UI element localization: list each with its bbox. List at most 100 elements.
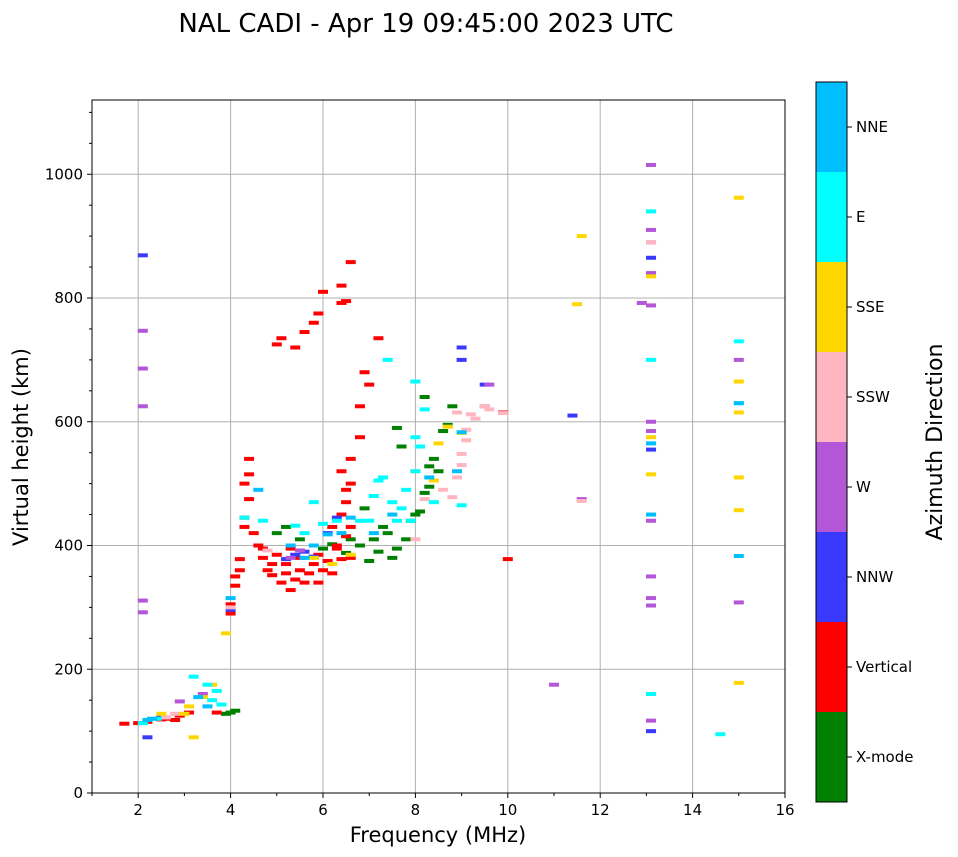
echo-point-ssw bbox=[410, 537, 421, 542]
echo-point-e bbox=[257, 518, 268, 523]
echo-point-e bbox=[715, 732, 726, 737]
echo-point-w bbox=[733, 357, 744, 362]
colorbar-label: NNW bbox=[856, 568, 893, 586]
echo-point-nne bbox=[299, 555, 310, 560]
echo-point-nne bbox=[451, 469, 462, 474]
echo-point-w bbox=[549, 682, 559, 687]
echo-point-nne bbox=[285, 543, 296, 548]
echo-point-vertical bbox=[345, 481, 356, 486]
echo-point-vertical bbox=[331, 543, 342, 548]
echo-point-e bbox=[216, 702, 227, 707]
echo-point-ssw bbox=[451, 410, 462, 415]
echo-point-vertical bbox=[244, 472, 255, 477]
echo-point-x-mode bbox=[345, 537, 356, 542]
echo-point-vertical bbox=[170, 717, 181, 722]
colorbar-label: Vertical bbox=[856, 658, 912, 676]
colorbar-segment-e bbox=[816, 172, 847, 262]
colorbar-segment-ssw bbox=[816, 352, 847, 442]
echo-point-vertical bbox=[318, 289, 328, 294]
echo-point-vertical bbox=[248, 531, 259, 536]
data-points bbox=[119, 162, 744, 740]
echo-point-vertical bbox=[354, 404, 365, 409]
echo-point-e bbox=[202, 682, 213, 687]
echo-point-nnw bbox=[331, 515, 342, 520]
y-tick-label: 1000 bbox=[45, 165, 83, 183]
echo-point-vertical bbox=[336, 469, 347, 474]
echo-point-x-mode bbox=[433, 469, 444, 474]
y-tick-label: 200 bbox=[54, 660, 83, 678]
echo-point-e bbox=[419, 407, 430, 412]
x-tick-label: 14 bbox=[683, 801, 702, 819]
echo-point-vertical bbox=[359, 370, 370, 375]
echo-point-x-mode bbox=[230, 708, 241, 713]
echo-point-e bbox=[373, 478, 384, 483]
echo-point-e bbox=[646, 209, 657, 214]
echo-point-vertical bbox=[290, 345, 301, 350]
echo-point-e bbox=[456, 503, 467, 508]
echo-point-x-mode bbox=[281, 524, 292, 529]
echo-point-w bbox=[484, 382, 495, 387]
echo-point-e bbox=[415, 444, 426, 449]
echo-point-ssw bbox=[576, 498, 587, 503]
x-tick-label: 12 bbox=[591, 801, 610, 819]
colorbar-frame bbox=[815, 81, 848, 803]
echo-point-e bbox=[646, 357, 657, 362]
echo-point-nnw bbox=[646, 447, 657, 452]
echo-point-vertical bbox=[276, 336, 287, 341]
echo-point-vertical bbox=[336, 283, 347, 288]
echo-point-ssw bbox=[447, 495, 458, 500]
echo-point-vertical bbox=[267, 573, 278, 578]
echo-point-e bbox=[382, 357, 393, 362]
echo-point-ssw bbox=[170, 711, 181, 716]
echo-point-vertical bbox=[285, 546, 296, 551]
echo-point-nne bbox=[202, 704, 213, 709]
echo-point-vertical bbox=[281, 571, 292, 576]
x-tick-label: 16 bbox=[775, 801, 794, 819]
echo-point-vertical bbox=[239, 524, 250, 529]
echo-point-vertical bbox=[345, 524, 356, 529]
echo-point-e bbox=[364, 518, 375, 523]
y-tick-label: 0 bbox=[73, 784, 83, 802]
echo-point-ssw bbox=[456, 451, 467, 456]
echo-point-nne bbox=[193, 695, 204, 700]
echo-point-e bbox=[410, 379, 421, 384]
echo-point-ssw bbox=[479, 404, 490, 409]
echo-point-x-mode bbox=[382, 531, 393, 536]
echo-point-vertical bbox=[318, 568, 328, 573]
echo-point-vertical bbox=[234, 568, 245, 573]
echo-point-ssw bbox=[461, 427, 472, 432]
echo-point-w bbox=[137, 404, 148, 409]
chart-title: NAL CADI - Apr 19 09:45:00 2023 UTC bbox=[178, 9, 673, 39]
echo-point-vertical bbox=[331, 546, 342, 551]
echo-point-e bbox=[428, 500, 439, 505]
echo-point-x-mode bbox=[318, 546, 328, 551]
echo-point-vertical bbox=[327, 524, 338, 529]
echo-point-x-mode bbox=[419, 395, 430, 399]
echo-point-x-mode bbox=[415, 509, 426, 514]
echo-point-w bbox=[197, 692, 208, 696]
echo-point-x-mode bbox=[368, 537, 379, 542]
grid bbox=[92, 100, 785, 793]
echo-point-vertical bbox=[225, 611, 236, 616]
echo-point-ssw bbox=[484, 407, 495, 412]
colorbar-segment-sse bbox=[816, 262, 847, 352]
echo-point-w bbox=[174, 699, 185, 704]
echo-point-x-mode bbox=[364, 558, 375, 563]
echo-point-nne bbox=[424, 475, 435, 480]
echo-point-nne bbox=[456, 430, 467, 435]
echo-point-sse bbox=[733, 195, 744, 200]
echo-point-e bbox=[331, 518, 342, 523]
colorbar-segment-x-mode bbox=[816, 712, 847, 802]
x-axis-label: Frequency (MHz) bbox=[350, 823, 526, 847]
echo-point-sse bbox=[442, 424, 453, 429]
echo-point-e bbox=[391, 518, 402, 523]
echo-point-vertical bbox=[230, 574, 241, 579]
echo-point-x-mode bbox=[378, 524, 389, 529]
echo-point-sse bbox=[156, 711, 167, 716]
echo-point-w bbox=[646, 574, 657, 579]
echo-point-x-mode bbox=[359, 506, 370, 511]
echo-point-vertical bbox=[271, 342, 282, 347]
echo-point-w bbox=[646, 518, 657, 523]
echo-point-sse bbox=[733, 379, 744, 384]
